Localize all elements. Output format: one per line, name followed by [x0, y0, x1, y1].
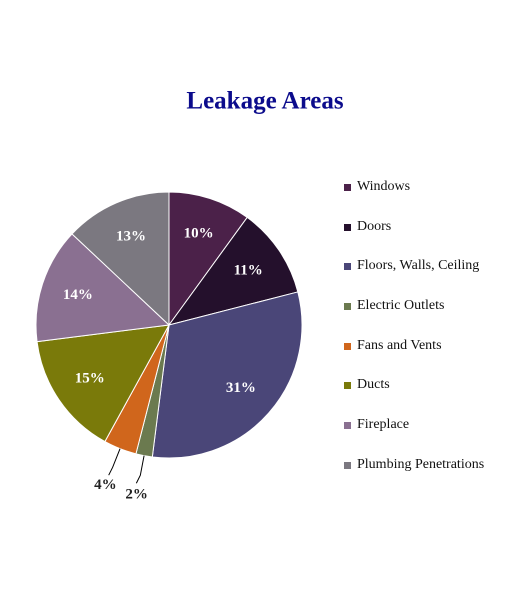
legend-item: Fans and Vents: [344, 335, 504, 375]
pie-slice: [168, 191, 248, 327]
legend-swatch: [344, 382, 351, 390]
legend-item: Plumbing Penetrations: [344, 454, 504, 494]
legend-item: Electric Outlets: [344, 295, 504, 335]
legend-label: Floors, Walls, Ceiling: [357, 258, 480, 274]
data-label: 4%: [94, 477, 117, 493]
legend-swatch: [344, 461, 351, 469]
legend-item: Windows: [344, 176, 504, 216]
leader-line: [108, 448, 121, 476]
data-label: 10%: [184, 225, 214, 241]
data-label: 2%: [125, 486, 148, 502]
legend-label: Fans and Vents: [357, 337, 442, 353]
legend-swatch: [344, 342, 351, 350]
data-label: 31%: [226, 380, 256, 396]
data-label: 13%: [116, 229, 146, 245]
chart-title: Leakage Areas: [186, 88, 343, 115]
legend-swatch: [344, 303, 351, 311]
legend-label: Plumbing Penetrations: [357, 456, 485, 472]
legend-label: Ducts: [357, 377, 390, 393]
pie-slice: [35, 233, 171, 343]
pie-slice: [167, 216, 299, 326]
pie-slice: [71, 191, 170, 327]
legend-item: Fireplace: [344, 414, 504, 454]
legend: Windows Doors Floors, Walls, Ceiling Electr…: [344, 176, 504, 494]
data-label: 14%: [63, 287, 93, 303]
legend-label: Electric Outlets: [357, 298, 445, 314]
legend-swatch: [344, 184, 351, 191]
legend-swatch: [344, 223, 351, 231]
legend-item: Floors, Walls, Ceiling: [344, 255, 504, 295]
pie-slice: [151, 291, 303, 459]
data-label: 11%: [234, 263, 263, 279]
legend-label: Windows: [357, 179, 411, 194]
legend-item: Doors: [344, 216, 504, 256]
legend-item: Ducts: [344, 374, 504, 414]
legend-label: Doors: [357, 218, 392, 234]
legend-swatch: [344, 422, 351, 430]
data-label: 15%: [75, 370, 105, 386]
pie-slice: [36, 324, 170, 443]
legend-swatch: [344, 263, 351, 271]
leader-line: [135, 455, 145, 484]
legend-label: Fireplace: [357, 417, 410, 433]
